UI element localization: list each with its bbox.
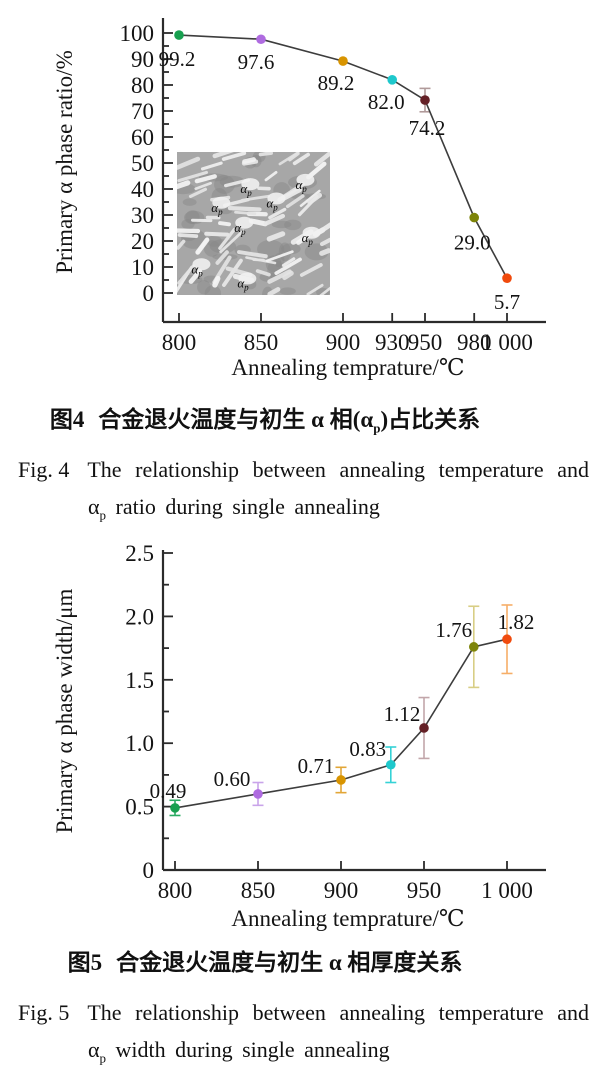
x-axis-title: Annealing temprature/℃ <box>231 906 464 931</box>
figure5-caption-zh: 图5 合金退火温度与初生 α 相厚度关系 <box>0 947 530 988</box>
figure5-caption-en-line2: αp width during single annealing <box>0 1035 611 1065</box>
inset-alpha-p-label: αp <box>266 195 278 212</box>
x-axis-title: Annealing temprature/℃ <box>231 355 464 380</box>
y-tick-label: 40 <box>131 177 154 202</box>
figure5-caption: 图5 合金退火温度与初生 α 相厚度关系 Fig. 5 The relations… <box>0 947 611 1065</box>
figure5-number-en: Fig. 5 <box>18 999 70 1025</box>
figure4-number-en: Fig. 4 <box>18 456 70 482</box>
figure5-title-zh: 合金退火温度与初生 α 相厚度关系 <box>116 950 463 975</box>
figure5-caption-en-line1: Fig. 5 The relationship between annealin… <box>0 998 611 1028</box>
x-tick-label: 950 <box>407 878 442 903</box>
y-tick-label: 80 <box>131 73 154 98</box>
y-tick-label: 1.5 <box>125 668 154 693</box>
x-tick-label: 900 <box>326 330 361 355</box>
figure4-caption-en-line2: αp ratio during single annealing <box>0 492 611 530</box>
figure4-title-en-tail: ratio during single annealing <box>106 493 380 519</box>
y-tick-label: 70 <box>131 99 154 124</box>
data-point-900 <box>338 56 348 66</box>
inset-alpha-p-label: αp <box>191 261 203 278</box>
y-tick-label: 100 <box>120 21 155 46</box>
point-value-label: 0.71 <box>298 754 335 778</box>
alpha-symbol: α <box>88 493 100 519</box>
alpha-p-subscript: p <box>373 420 381 436</box>
y-tick-label: 2.0 <box>125 604 154 629</box>
y-tick-label: 2.5 <box>125 541 154 566</box>
inset-alpha-p-label: αp <box>240 181 252 198</box>
data-point-850 <box>253 789 263 799</box>
x-tick-label: 900 <box>324 878 359 903</box>
figure5-chart: 800 850 900 950 1 000 0 0.5 1.0 1.5 2.0 2.5 Anneali… <box>52 541 546 931</box>
data-point-800 <box>170 803 180 813</box>
figure5-title-en: The relationship between annealing tempe… <box>87 999 589 1025</box>
figure4-title-zh-tail: )占比关系 <box>380 407 481 432</box>
figure4-caption: 图4 合金退火温度与初生 α 相(αp)占比关系 Fig. 4 The relat… <box>0 404 611 530</box>
data-point-1000 <box>502 634 512 645</box>
y-tick-label: 90 <box>131 47 154 72</box>
figure5-number-zh: 图5 <box>67 950 103 975</box>
y-tick-label: 10 <box>131 255 154 280</box>
x-tick-label: 930 <box>375 330 410 355</box>
y-tick-label: 0 <box>143 281 155 306</box>
figure5-title-en-tail: width during single annealing <box>106 1036 390 1062</box>
data-point-930 <box>387 75 398 85</box>
data-point-950 <box>419 723 429 733</box>
x-tick-label: 800 <box>158 878 193 903</box>
inset-alpha-p-label: αp <box>302 230 314 247</box>
data-point-800 <box>174 30 184 40</box>
point-value-label: 0.60 <box>214 767 251 791</box>
inset-alpha-p-label: αp <box>237 276 249 293</box>
y-tick-label: 0.5 <box>125 795 154 820</box>
data-point-950 <box>420 95 430 105</box>
alpha-p-subscript: p <box>99 1049 107 1065</box>
point-value-label: 0.49 <box>150 779 187 803</box>
inset-alpha-p-label: αp <box>211 200 223 217</box>
y-axis-title: Primary α phase ratio/% <box>52 50 77 273</box>
y-tick-label: 1.0 <box>125 731 154 756</box>
x-tick-label: 850 <box>241 878 276 903</box>
inset-alpha-p-label: αp <box>234 220 246 237</box>
x-tick-label: 800 <box>162 330 197 355</box>
y-tick-label: 50 <box>131 151 154 176</box>
figure4-caption-zh: 图4 合金退火温度与初生 α 相(αp)占比关系 <box>0 404 530 445</box>
x-tick-label: 1 000 <box>481 330 533 355</box>
figure4-title-zh: 合金退火温度与初生 α 相(α <box>98 407 374 432</box>
x-tick-label: 1 000 <box>481 878 533 903</box>
x-tick-label: 980 <box>457 330 492 355</box>
point-value-label: 0.83 <box>349 737 386 761</box>
x-tick-label: 950 <box>408 330 443 355</box>
point-value-label: 1.76 <box>435 618 472 642</box>
data-point-980 <box>469 642 479 652</box>
y-tick-label: 0 <box>143 858 155 883</box>
data-point-980 <box>469 212 480 223</box>
inset-alpha-p-label: αp <box>295 177 307 194</box>
figure4-caption-en-line1: Fig. 4 The relationship between annealin… <box>0 455 611 485</box>
point-value-label: 82.0 <box>368 90 405 114</box>
alpha-symbol: α <box>88 1036 100 1062</box>
point-value-label: 5.7 <box>494 290 520 314</box>
point-value-label: 89.2 <box>318 71 355 95</box>
point-value-label: 1.12 <box>384 702 421 726</box>
x-tick-label: 850 <box>244 330 279 355</box>
data-point-1000 <box>502 273 512 283</box>
figure4-number-zh: 图4 <box>49 407 85 432</box>
alpha-p-subscript: p <box>99 506 107 522</box>
point-value-label: 74.2 <box>409 116 446 140</box>
point-value-label: 99.2 <box>159 47 196 71</box>
y-tick-label: 30 <box>131 203 154 228</box>
data-point-850 <box>256 34 266 45</box>
figure4-title-en: The relationship between annealing tempe… <box>87 456 589 482</box>
y-axis-title: Primary α phase width/μm <box>52 589 77 834</box>
data-point-930 <box>386 759 396 770</box>
y-tick-label: 20 <box>131 229 154 254</box>
point-value-label: 1.82 <box>498 610 535 634</box>
point-value-label: 29.0 <box>454 231 491 255</box>
data-point-900 <box>336 775 346 785</box>
y-tick-label: 60 <box>131 125 154 150</box>
point-value-label: 97.6 <box>238 50 275 74</box>
